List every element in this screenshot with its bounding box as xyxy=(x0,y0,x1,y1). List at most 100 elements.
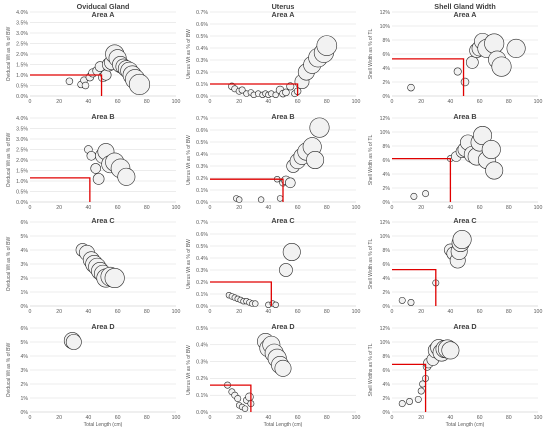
x-tick-label: 20 xyxy=(236,309,242,315)
panel-title: Area B xyxy=(91,112,114,121)
bubble-point xyxy=(415,396,421,402)
y-tick-label: 1% xyxy=(21,396,29,402)
x-tick-label: 80 xyxy=(506,99,512,105)
y-tick-label: 0.7% xyxy=(196,220,208,226)
x-tick-label: 0 xyxy=(209,205,212,211)
y-axis-label: Shell Width as % of TL xyxy=(368,239,374,290)
y-tick-label: 3% xyxy=(21,368,29,374)
bubble-point xyxy=(242,406,248,412)
x-tick-label: 60 xyxy=(477,205,483,211)
y-tick-label: 0.3% xyxy=(196,359,208,365)
y-tick-label: 0% xyxy=(383,304,391,310)
y-tick-label: 0.5% xyxy=(16,189,28,195)
reference-line xyxy=(210,179,283,202)
x-tick-label: 0 xyxy=(29,415,32,421)
x-tick-label: 0 xyxy=(29,309,32,315)
bubble-point xyxy=(317,36,337,56)
bubble-point xyxy=(91,163,101,173)
x-tick-label: 80 xyxy=(144,99,150,105)
y-tick-label: 0.3% xyxy=(196,164,208,170)
y-tick-label: 0.7% xyxy=(196,10,208,16)
y-tick-label: 8% xyxy=(383,144,391,150)
y-tick-label: 5% xyxy=(21,340,29,346)
y-tick-label: 0.2% xyxy=(196,280,208,286)
y-tick-label: 5% xyxy=(21,234,29,240)
y-tick-label: 1.5% xyxy=(16,168,28,174)
x-tick-label: 80 xyxy=(324,99,330,105)
bubble-point xyxy=(82,82,89,89)
x-tick-label: 80 xyxy=(144,415,150,421)
x-tick-label: 60 xyxy=(477,309,483,315)
x-tick-label: 20 xyxy=(56,309,62,315)
x-tick-label: 80 xyxy=(324,415,330,421)
x-tick-label: 60 xyxy=(115,205,121,211)
y-tick-label: 2% xyxy=(21,382,29,388)
y-tick-label: 4% xyxy=(383,382,391,388)
y-tick-label: 4% xyxy=(21,354,29,360)
x-tick-label: 60 xyxy=(477,99,483,105)
x-axis-label: Total Length (cm) xyxy=(264,422,303,428)
x-tick-label: 20 xyxy=(418,99,424,105)
y-tick-label: 1.0% xyxy=(16,73,28,79)
panel-2-2: 0.0%0.1%0.2%0.3%0.4%0.5%0.6%0.7%0 20 40 60 8… xyxy=(186,112,360,211)
y-tick-label: 2.0% xyxy=(16,158,28,164)
y-tick-label: 10% xyxy=(380,130,391,136)
y-tick-label: 0.1% xyxy=(196,82,208,88)
bubble-point xyxy=(66,334,81,349)
x-axis-label: Total Length (cm) xyxy=(84,422,123,428)
y-tick-label: 0.5% xyxy=(16,83,28,89)
x-tick-label: 40 xyxy=(266,309,272,315)
y-tick-label: 10% xyxy=(380,234,391,240)
panel-1-3: 0% 2% 4% 6% 8% 10% 12% 0 20 40 60 80 100 Shell Gland … xyxy=(368,2,542,105)
bubble-point xyxy=(408,84,415,91)
x-tick-label: 100 xyxy=(172,415,181,421)
y-tick-label: 12% xyxy=(380,326,391,332)
panel-title: Area D xyxy=(271,322,294,331)
y-tick-label: 0.5% xyxy=(196,326,208,332)
y-tick-label: 10% xyxy=(380,340,391,346)
y-tick-label: 4.0% xyxy=(16,10,28,16)
y-tick-label: 6% xyxy=(383,158,391,164)
y-tick-label: 2% xyxy=(383,396,391,402)
x-tick-label: 80 xyxy=(506,415,512,421)
panel-title: Area D xyxy=(91,322,114,331)
bubble-point xyxy=(418,388,424,394)
panel-1-1: 0.0% 0.5% 1.0% 1.5% 2.0% 2.5% 3.0% 3.5% 4.0% 0 20 4… xyxy=(6,2,180,105)
panel-title: Area C xyxy=(91,216,114,225)
y-tick-label: 3.5% xyxy=(16,20,28,26)
bubble-point xyxy=(245,393,253,401)
y-tick-label: 0.1% xyxy=(196,393,208,399)
bubble-point xyxy=(282,89,289,96)
bubble-point xyxy=(484,34,503,53)
y-tick-label: 0.0% xyxy=(16,94,28,100)
y-tick-label: 10% xyxy=(380,24,391,30)
reference-line xyxy=(392,59,464,96)
y-tick-label: 6% xyxy=(21,326,29,332)
y-tick-label: 2% xyxy=(383,186,391,192)
y-tick-label: 0.1% xyxy=(196,292,208,298)
y-tick-label: 3.5% xyxy=(16,126,28,132)
y-tick-label: 0.4% xyxy=(196,256,208,262)
y-tick-label: 1% xyxy=(21,290,29,296)
y-tick-label: 0% xyxy=(383,410,391,416)
x-tick-label: 40 xyxy=(86,205,92,211)
x-tick-label: 80 xyxy=(506,205,512,211)
y-tick-label: 6% xyxy=(21,220,29,226)
y-tick-label: 0.0% xyxy=(196,304,208,310)
y-tick-label: 1.5% xyxy=(16,62,28,68)
bubble-point xyxy=(87,151,96,160)
y-tick-label: 2% xyxy=(383,80,391,86)
x-tick-label: 60 xyxy=(295,99,301,105)
y-axis-label: Oviducal Wt as % of BW xyxy=(6,236,12,291)
panel-title: Area C xyxy=(453,216,476,225)
bubble-point xyxy=(411,193,417,199)
y-axis-label: Shell Width as % of TL xyxy=(368,135,374,186)
panel-title: Area B xyxy=(271,112,294,121)
panel-3-2: 0.0%0.1%0.2%0.3%0.4%0.5%0.6%0.7%0 20 40 60 8… xyxy=(186,216,360,315)
y-tick-label: 0.2% xyxy=(196,70,208,76)
y-tick-label: 6% xyxy=(383,262,391,268)
panel-title: Area A xyxy=(92,10,115,19)
y-axis-label: Oviducal Wt as % of BW xyxy=(6,132,12,187)
x-tick-label: 100 xyxy=(352,99,361,105)
x-tick-label: 20 xyxy=(56,205,62,211)
